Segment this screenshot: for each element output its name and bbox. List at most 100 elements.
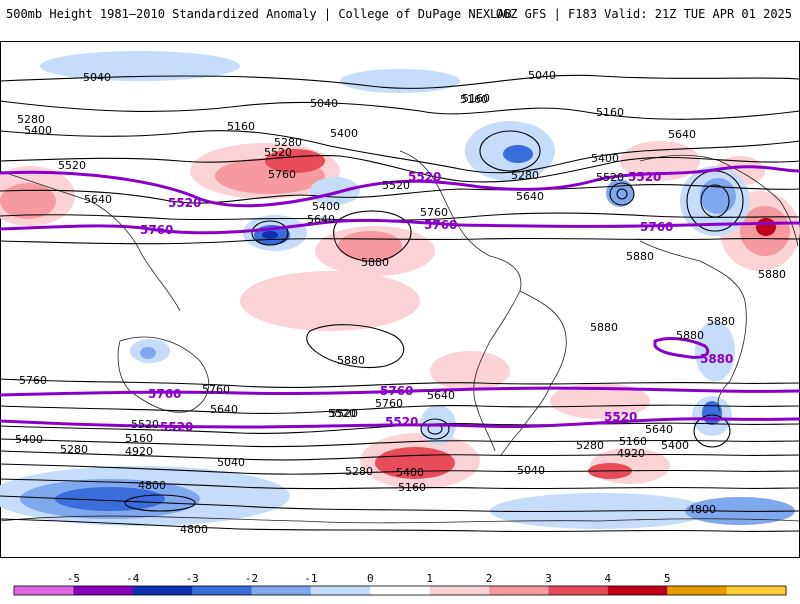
anomaly-positive-region [265,149,325,173]
colorbar-tick-label: -2 [245,572,258,585]
height-contours [0,74,800,533]
contour-label: 5640 [668,128,696,141]
contour-label: 5520 [382,179,410,192]
colorbar-segment [370,586,431,595]
ref-contour-5520 [0,165,800,208]
contour-label: 5400 [591,152,619,165]
ref-label: 5520 [385,415,418,429]
header-bar: 500mb Height 1981–2010 Standardized Anom… [0,0,800,28]
ref-label: 5760 [148,387,181,401]
height-contour-5160 [0,463,800,475]
ref-label: 5760 [424,218,457,232]
contour-label: 5400 [661,439,689,452]
contour-label: 5160 [596,106,624,119]
contour-label: 4920 [125,445,153,458]
antarctica-coastline [0,515,800,524]
contour-label: 5640 [427,389,455,402]
colorbar-segment [667,586,728,595]
anomaly-positive-region [756,218,776,236]
contour-label: 5520 [330,407,358,420]
anomaly-negative-region [310,177,360,205]
contour-label: 5280 [511,169,539,182]
contour-label: 5640 [645,423,673,436]
contour-label: 5400 [396,466,424,479]
contour-label: 4920 [617,447,645,460]
height-contour-5880 [306,324,405,369]
colorbar-segment [489,586,549,595]
map-title: 500mb Height 1981–2010 Standardized Anom… [6,7,512,21]
ref-label: 5520 [168,196,201,210]
contour-label: 5880 [361,256,389,269]
ref-contour-5760 [0,386,800,397]
contour-label: 5280 [274,136,302,149]
height-contour-low [124,494,196,512]
colorbar-segment [73,586,134,595]
height-contour-5640 [0,404,800,414]
height-contour-5400 [0,155,800,183]
anomaly-positive-region [430,351,510,391]
height-contour-low [479,130,541,172]
anomaly-negative-region [40,51,240,81]
contour-label: 5520 [264,146,292,159]
contour-label: 5160 [619,435,647,448]
contour-label: 5280 [576,439,604,452]
contour-label: 4800 [688,503,716,516]
height-contour-5760 [0,378,800,388]
anomaly-map: 5520 5520 5520 5520 5760 5760 5760 5760 … [0,41,800,558]
contour-label: 5880 [758,268,786,281]
ref-label: 5880 [700,352,733,366]
colorbar-tick-label: -1 [304,572,317,585]
height-contour-5040 [0,478,800,490]
height-contour-low [693,414,731,448]
ref-contour-5520 [0,417,800,429]
contour-label: 5760 [420,206,448,219]
colorbar-tick-label: -4 [126,572,140,585]
colorbar-segment [726,586,787,595]
contour-label: 4800 [180,523,208,536]
height-contour-5520 [0,184,800,204]
ref-contour-5760 [0,218,800,235]
colorbar-segment [132,586,193,595]
height-contour-labels: 5040 5040 5280 5400 5160 5040 5520 5280 … [15,69,786,536]
colorbar-segment [251,586,312,595]
anomaly-negative-region [695,321,735,381]
colorbar-segment [192,586,253,595]
colorbar-tick-label: 2 [486,572,493,585]
asia-coastline [0,170,181,312]
height-contour-low [700,184,730,218]
contour-label: 5040 [528,69,556,82]
contour-label: 5880 [676,329,704,342]
contour-label: 5160 [462,92,490,105]
contour-label: 5520 [328,407,356,420]
height-contour-low [616,188,628,200]
ref-label: 5520 [160,420,193,434]
anomaly-positive-region [550,383,650,419]
contour-label: 5040 [83,71,111,84]
ref-label: 5520 [628,170,661,184]
contour-label: 5160 [227,120,255,133]
height-contour-5880 [333,210,412,262]
contour-label: 5280 [345,465,373,478]
reference-contours [0,165,800,429]
africa-coastline [639,240,747,412]
anomaly-shading [0,51,800,529]
colorbar-tick-label: 3 [545,572,552,585]
contour-label: 5400 [312,200,340,213]
contour-label: 4800 [138,479,166,492]
contour-label: 5880 [337,354,365,367]
colorbar-tick-label: 0 [367,572,374,585]
colorbar-tick-label: -3 [186,572,199,585]
ref-label: 5760 [380,384,413,398]
colorbar-segment [607,586,668,595]
contour-label: 5520 [596,171,624,184]
colorbar-segment [310,586,371,595]
colorbar-segment [429,586,490,595]
contour-label: 5880 [626,250,654,263]
contour-label: 5040 [217,456,245,469]
colorbar: -5 -4 -3 -2 -1 0 1 2 3 4 5 [0,570,800,600]
contour-label: 5640 [307,213,335,226]
anomaly-positive-region [240,271,420,331]
contour-label: 5520 [131,418,159,431]
contour-label: 5640 [84,193,112,206]
contour-label: 5280 [17,113,45,126]
